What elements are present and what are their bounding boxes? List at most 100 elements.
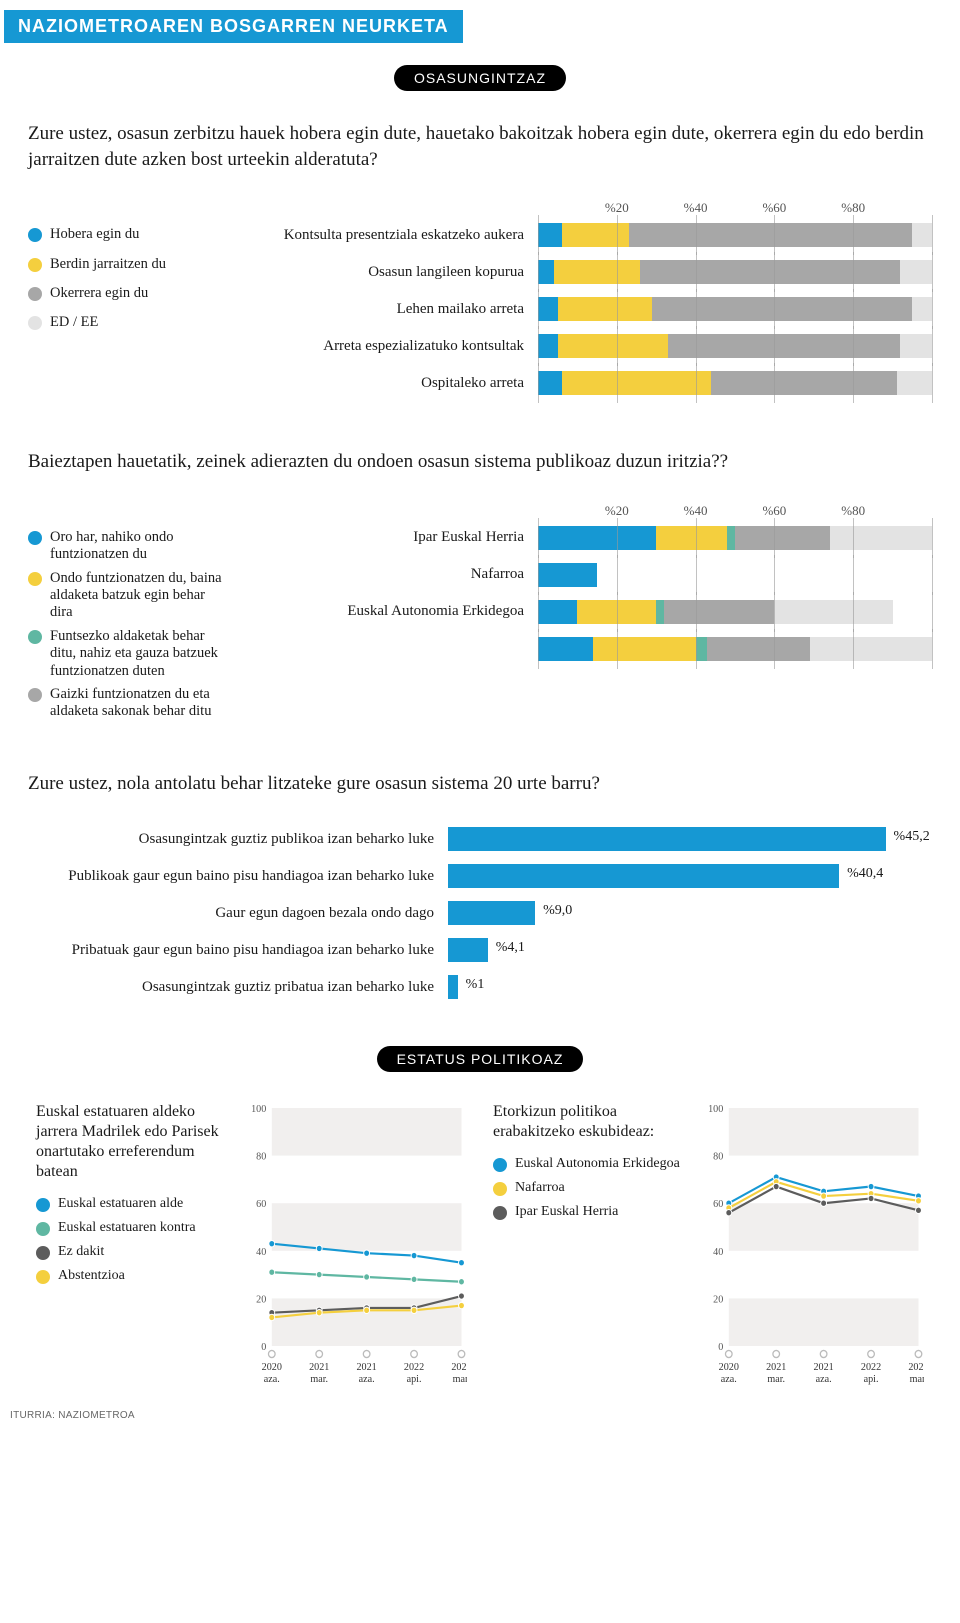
legend-label: Euskal Autonomia Erkidegoa: [515, 1156, 680, 1172]
legend-item: Abstentzioa: [36, 1268, 236, 1284]
legend-item: Euskal estatuaren kontra: [36, 1220, 236, 1236]
legend-q2: Oro har, nahiko ondo funtzionatzen du Ond…: [28, 503, 228, 727]
svg-text:2023: 2023: [908, 1362, 924, 1373]
axis-label: %80: [841, 503, 865, 519]
hbar-value: %9,0: [543, 903, 572, 919]
hbar-track: %9,0: [448, 901, 932, 925]
axis-label: %20: [605, 503, 629, 519]
hbar-row: Osasungintzak guztiz pribatua izan behar…: [28, 972, 932, 1002]
hbar-value: %45,2: [894, 829, 930, 845]
section-pill-health: OSASUNGINTZAZ: [394, 65, 566, 91]
hbar-label: Gaur egun dagoen bezala ondo dago: [28, 905, 448, 922]
bar-wrap: [538, 260, 932, 284]
bar-segment: [577, 600, 656, 624]
svg-text:100: 100: [251, 1104, 266, 1115]
bar-segment: [656, 600, 664, 624]
panel-a-title: Euskal estatuaren aldeko jarrera Madrile…: [36, 1102, 236, 1182]
hbar-label: Pribatuak gaur egun baino pisu handiagoa…: [28, 942, 448, 959]
bar-segment: [897, 371, 932, 395]
bar-segment: [900, 334, 932, 358]
axis-label: %80: [841, 200, 865, 216]
svg-text:api.: api.: [864, 1374, 879, 1385]
panel-b-title: Etorkizun politikoa erabakitzeko eskubid…: [493, 1102, 693, 1142]
legend-swatch: [28, 531, 42, 545]
svg-text:2022: 2022: [404, 1362, 424, 1373]
hbar-label: Osasungintzak guztiz pribatua izan behar…: [28, 979, 448, 996]
chart-q2: Oro har, nahiko ondo funtzionatzen du Ond…: [28, 503, 932, 727]
axis-top-q2: %20 %40 %60 %80: [538, 503, 932, 523]
svg-text:2021: 2021: [309, 1362, 329, 1373]
legend-item: Oro har, nahiko ondo funtzionatzen du: [28, 529, 228, 564]
legend-swatch: [28, 228, 42, 242]
legend-label: Euskal estatuaren kontra: [58, 1220, 196, 1236]
legend-label: Gaizki funtzionatzen du eta aldaketa sak…: [50, 686, 228, 721]
hbar-value: %4,1: [496, 940, 525, 956]
bar-segment: [652, 297, 912, 321]
svg-text:80: 80: [713, 1152, 723, 1163]
legend-swatch: [28, 287, 42, 301]
legend-label: Euskal estatuaren alde: [58, 1196, 183, 1212]
stacked-row: Ospitaleko arreta: [228, 368, 932, 398]
bar-wrap: [538, 223, 932, 247]
bar-segment: [900, 260, 932, 284]
legend-label: ED / EE: [50, 314, 98, 331]
line-panel-b: Etorkizun politikoa erabakitzeko eskubid…: [493, 1102, 924, 1392]
stacked-row: Osasun langileen kopurua: [228, 257, 932, 287]
svg-text:2020: 2020: [262, 1362, 282, 1373]
hbar-fill: [448, 864, 839, 888]
stacked-row: Euskal Autonomia Erkidegoa: [228, 597, 932, 627]
bar-segment: [774, 600, 892, 624]
svg-text:0: 0: [718, 1342, 723, 1353]
axis-top-q1: %20%40%60%80: [538, 200, 932, 220]
bar-segment: [538, 526, 656, 550]
legend-label: Abstentzioa: [58, 1268, 125, 1284]
line-panel-a: Euskal estatuaren aldeko jarrera Madrile…: [36, 1102, 467, 1392]
bar-wrap: [538, 637, 932, 661]
bar-segment: [538, 371, 562, 395]
row-label: Osasun langileen kopurua: [228, 264, 538, 281]
hbar-track: %40,4: [448, 864, 932, 888]
legend-item: Okerrera egin du: [28, 285, 228, 302]
svg-text:2021: 2021: [357, 1362, 377, 1373]
legend-label: Oro har, nahiko ondo funtzionatzen du: [50, 529, 228, 564]
stacked-row: Lehen mailako arreta: [228, 294, 932, 324]
line-chart-b: 0204060801002020aza.2021mar.2021aza.2022…: [703, 1102, 924, 1392]
bar-segment: [538, 563, 597, 587]
legend-swatch: [28, 572, 42, 586]
svg-text:20: 20: [256, 1295, 266, 1306]
bar-segment: [629, 223, 913, 247]
bar-wrap: [538, 334, 932, 358]
legend-item: Euskal estatuaren alde: [36, 1196, 236, 1212]
hbar-row: Osasungintzak guztiz publikoa izan behar…: [28, 824, 932, 854]
legend-label: Ipar Euskal Herria: [515, 1204, 618, 1220]
legend-item: Nafarroa: [493, 1180, 693, 1196]
hbar-track: %1: [448, 975, 932, 999]
legend-label: Funtsezko aldaketak behar ditu, nahiz et…: [50, 628, 228, 680]
bar-segment: [562, 371, 712, 395]
axis-label: %40: [684, 503, 708, 519]
bar-segment: [538, 600, 577, 624]
svg-text:2020: 2020: [719, 1362, 739, 1373]
svg-text:mar.: mar.: [453, 1374, 467, 1385]
hbar-row: Publikoak gaur egun baino pisu handiagoa…: [28, 861, 932, 891]
row-label: Ipar Euskal Herria: [228, 529, 538, 546]
bar-segment: [810, 637, 932, 661]
dual-line-charts: Euskal estatuaren aldeko jarrera Madrile…: [28, 1102, 932, 1402]
legend-label: Ondo funtzionatzen du, baina aldaketa ba…: [50, 570, 228, 622]
legend-label: Berdin jarraitzen du: [50, 256, 166, 273]
bar-wrap: [538, 563, 932, 587]
bar-segment: [912, 223, 932, 247]
svg-text:0: 0: [261, 1342, 266, 1353]
question-2: Baieztapen hauetatik, zeinek adierazten …: [28, 449, 932, 475]
svg-text:40: 40: [256, 1247, 266, 1258]
svg-text:mar.: mar.: [910, 1374, 924, 1385]
legend-item: Ipar Euskal Herria: [493, 1204, 693, 1220]
bar-segment: [735, 526, 830, 550]
bar-segment: [640, 260, 900, 284]
question-1: Zure ustez, osasun zerbitzu hauek hobera…: [28, 121, 932, 172]
axis-label: %60: [762, 503, 786, 519]
svg-text:2021: 2021: [766, 1362, 786, 1373]
bar-segment: [558, 297, 653, 321]
svg-text:aza.: aza.: [264, 1374, 280, 1385]
bar-segment: [912, 297, 932, 321]
